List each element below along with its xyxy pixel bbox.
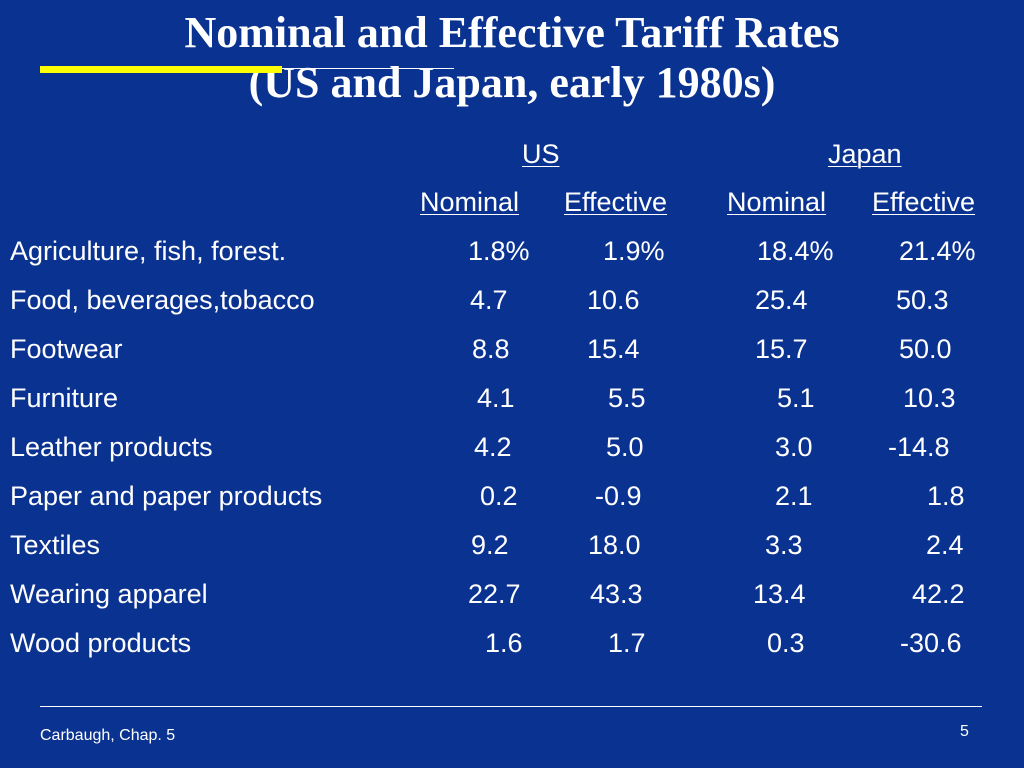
col-header-us-effective: Effective [564, 187, 668, 217]
row-label: Wood products [10, 628, 192, 658]
row-label: Textiles [10, 530, 101, 560]
row-label: Paper and paper products [10, 481, 323, 511]
cell-us-nominal: 9.2 [471, 530, 509, 560]
cell-us-nominal: 22.7 [468, 579, 521, 609]
cell-us-nominal: 1.6 [485, 628, 523, 658]
cell-japan-nominal: 25.4 [755, 285, 808, 315]
row-label: Agriculture, fish, forest. [10, 236, 287, 266]
cell-us-effective: -0.9 [595, 481, 642, 511]
cell-us-nominal: 0.2 [480, 481, 518, 511]
cell-us-nominal: 1.8% [468, 236, 530, 266]
cell-japan-effective: 2.4 [926, 530, 964, 560]
row-label: Footwear [10, 334, 123, 364]
col-header-us-nominal: Nominal [420, 187, 520, 217]
cell-japan-effective: 50.0 [899, 334, 952, 364]
row-label: Food, beverages,tobacco [10, 285, 315, 315]
cell-us-nominal: 4.2 [474, 432, 512, 462]
cell-japan-effective: 50.3 [896, 285, 949, 315]
cell-us-nominal: 8.8 [472, 334, 510, 364]
cell-japan-effective: -30.6 [900, 628, 962, 658]
cell-japan-nominal: 3.0 [775, 432, 813, 462]
col-header-japan-effective: Effective [872, 187, 976, 217]
slide-title: Nominal and Effective Tariff Rates (US a… [0, 8, 1024, 108]
cell-japan-nominal: 0.3 [767, 628, 805, 658]
cell-us-effective: 5.0 [606, 432, 644, 462]
title-accent-rule [282, 68, 454, 69]
title-accent-bar [40, 66, 282, 73]
cell-japan-effective: -14.8 [888, 432, 950, 462]
cell-japan-effective: 21.4% [899, 236, 976, 266]
cell-us-effective: 15.4 [587, 334, 640, 364]
cell-us-nominal: 4.7 [470, 285, 508, 315]
group-header-japan: Japan [828, 139, 902, 169]
cell-japan-nominal: 13.4 [753, 579, 806, 609]
slide-title-line-2: (US and Japan, early 1980s) [248, 58, 776, 107]
cell-japan-effective: 10.3 [903, 383, 956, 413]
footer-source: Carbaugh, Chap. 5 [40, 727, 176, 744]
slide-title-line-1: Nominal and Effective Tariff Rates [184, 8, 840, 57]
cell-japan-effective: 1.8 [927, 481, 965, 511]
cell-us-effective: 18.0 [588, 530, 641, 560]
group-header-us: US [522, 139, 560, 169]
row-label: Furniture [10, 383, 119, 413]
slide-number: 5 [960, 723, 969, 740]
cell-us-nominal: 4.1 [477, 383, 515, 413]
footer-divider [40, 706, 982, 707]
cell-us-effective: 1.7 [608, 628, 646, 658]
cell-us-effective: 5.5 [608, 383, 646, 413]
cell-us-effective: 43.3 [590, 579, 643, 609]
row-label: Leather products [10, 432, 213, 462]
col-header-japan-nominal: Nominal [727, 187, 827, 217]
cell-japan-nominal: 15.7 [755, 334, 808, 364]
cell-japan-nominal: 18.4% [757, 236, 834, 266]
cell-japan-nominal: 3.3 [765, 530, 803, 560]
cell-japan-nominal: 2.1 [775, 481, 813, 511]
cell-japan-effective: 42.2 [912, 579, 965, 609]
row-label: Wearing apparel [10, 579, 208, 609]
cell-japan-nominal: 5.1 [777, 383, 815, 413]
cell-us-effective: 1.9% [603, 236, 665, 266]
cell-us-effective: 10.6 [587, 285, 640, 315]
